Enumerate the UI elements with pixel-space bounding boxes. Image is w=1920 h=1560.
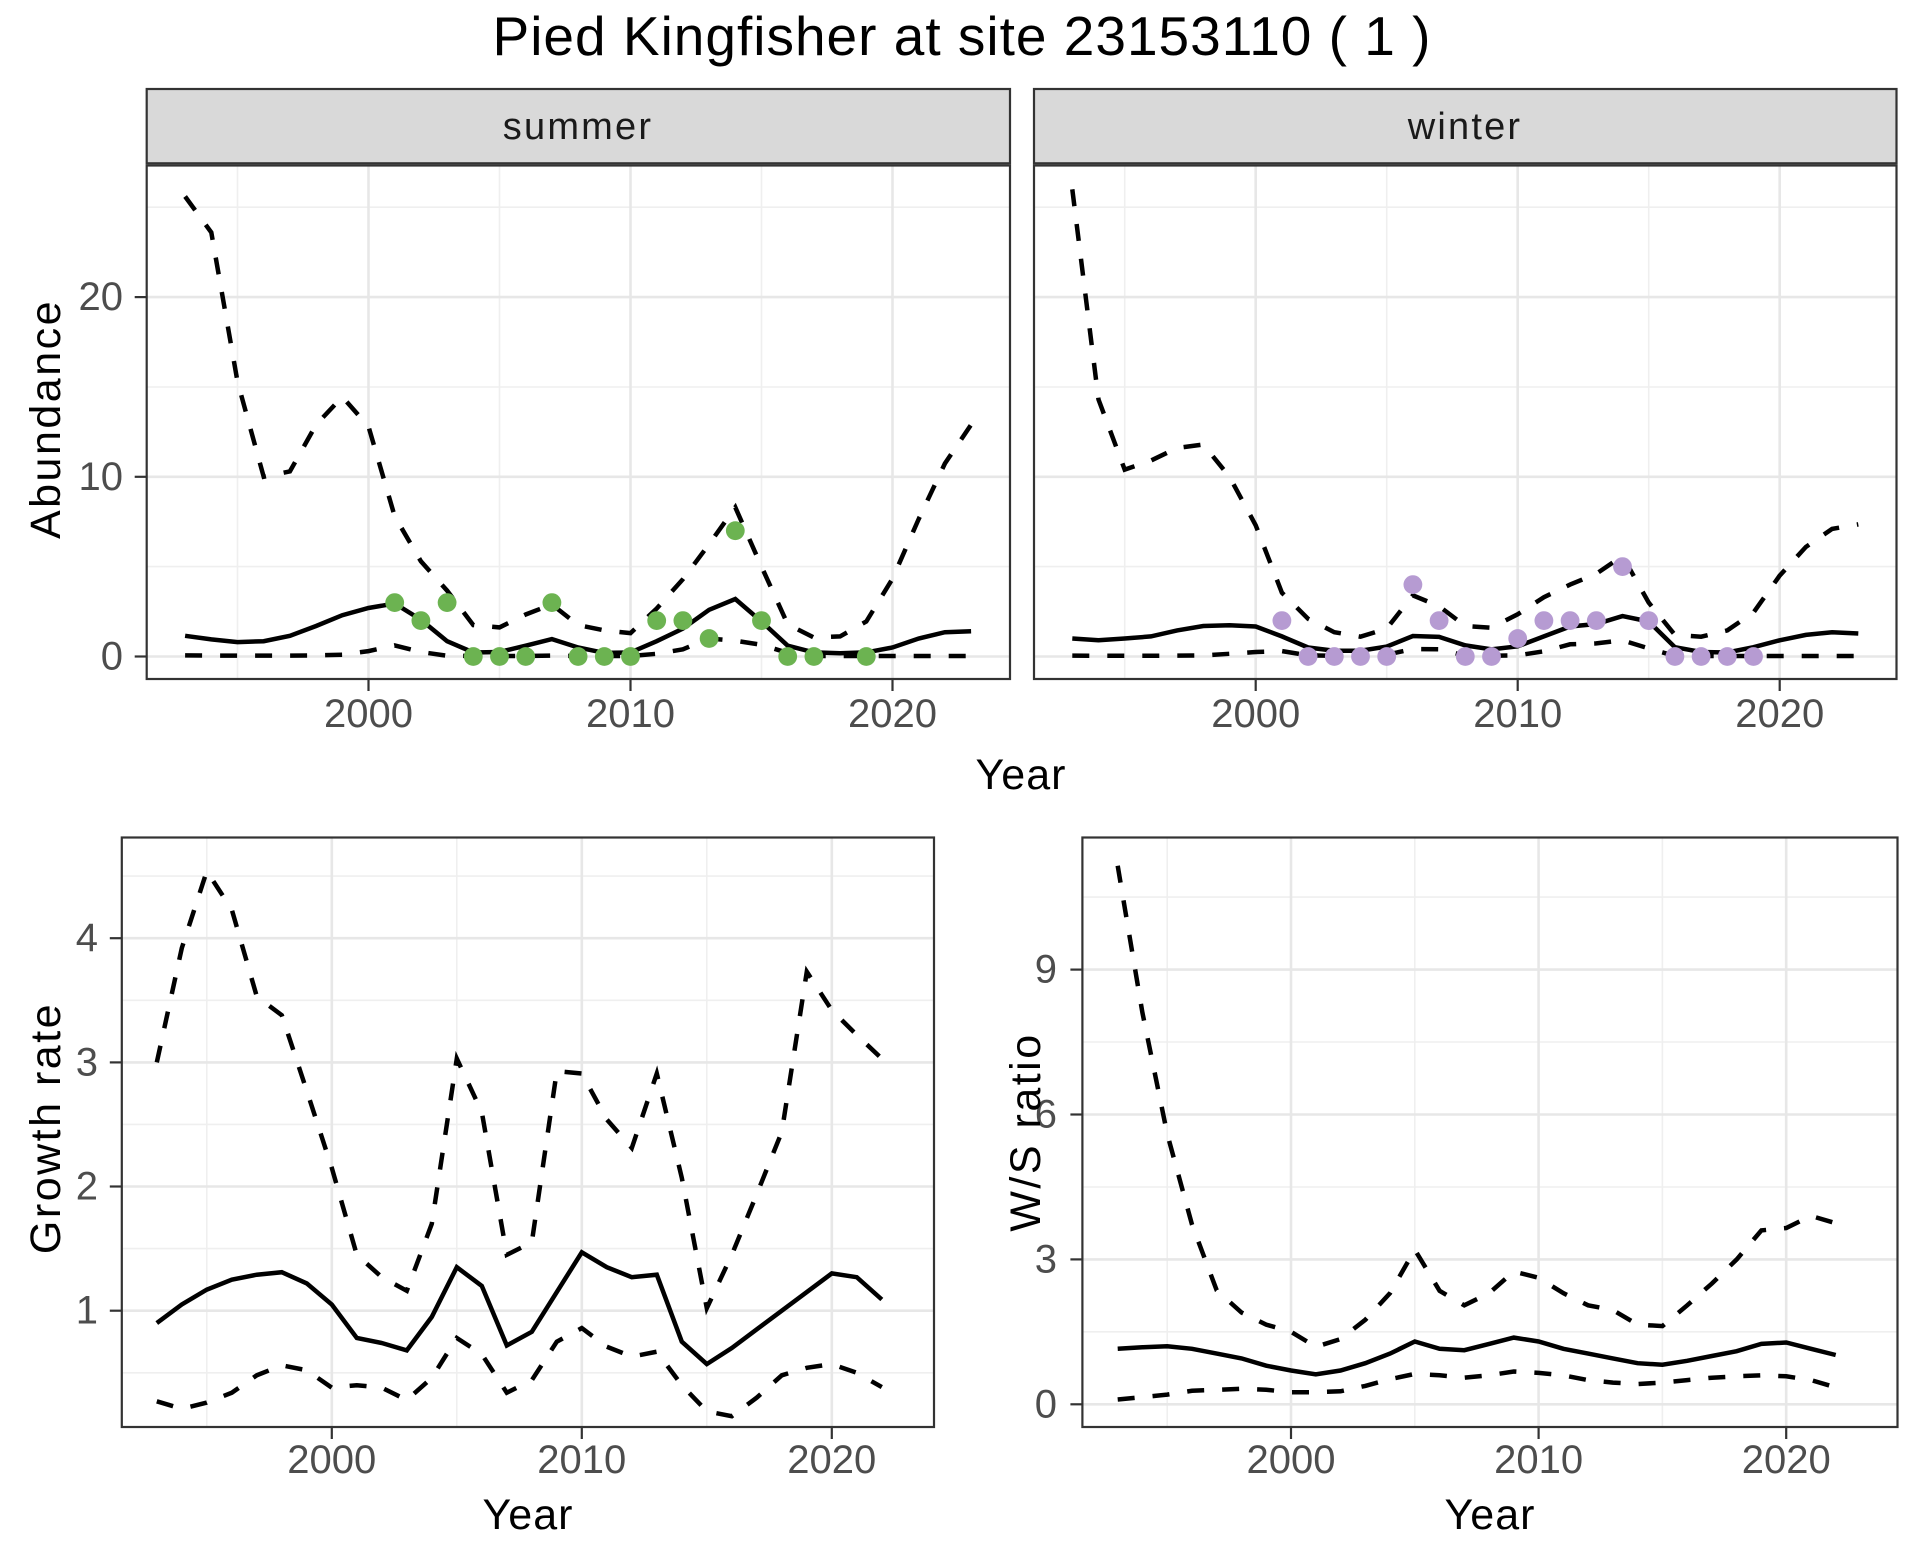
- svg-text:Year: Year: [976, 751, 1067, 799]
- svg-text:2000: 2000: [324, 692, 413, 736]
- svg-text:Year: Year: [1445, 1491, 1536, 1539]
- svg-text:10: 10: [79, 455, 124, 499]
- svg-text:20: 20: [79, 275, 124, 319]
- svg-text:2020: 2020: [848, 692, 937, 736]
- svg-text:2020: 2020: [787, 1438, 876, 1482]
- svg-text:3: 3: [76, 1040, 98, 1084]
- svg-text:2010: 2010: [586, 692, 675, 736]
- svg-text:2000: 2000: [1247, 1438, 1336, 1482]
- svg-text:W/S ratio: W/S ratio: [1002, 1032, 1050, 1231]
- svg-text:0: 0: [101, 635, 123, 679]
- svg-text:summer: summer: [503, 106, 653, 148]
- svg-text:2: 2: [76, 1165, 98, 1209]
- svg-text:2000: 2000: [1211, 692, 1300, 736]
- svg-text:4: 4: [76, 916, 98, 960]
- svg-text:2010: 2010: [1473, 692, 1562, 736]
- svg-text:1: 1: [76, 1289, 98, 1333]
- svg-text:2020: 2020: [1742, 1438, 1831, 1482]
- svg-text:Growth rate: Growth rate: [22, 1002, 70, 1254]
- svg-text:winter: winter: [1407, 106, 1523, 148]
- svg-text:2010: 2010: [1494, 1438, 1583, 1482]
- svg-text:Year: Year: [483, 1491, 574, 1539]
- svg-text:0: 0: [1035, 1382, 1057, 1426]
- svg-text:2010: 2010: [537, 1438, 626, 1482]
- svg-text:Pied Kingfisher at site 231531: Pied Kingfisher at site 23153110 ( 1 ): [493, 5, 1432, 67]
- svg-text:2000: 2000: [287, 1438, 376, 1482]
- svg-text:2020: 2020: [1735, 692, 1824, 736]
- svg-text:6: 6: [1035, 1093, 1057, 1137]
- svg-text:3: 3: [1035, 1237, 1057, 1281]
- svg-text:9: 9: [1035, 948, 1057, 992]
- svg-text:Abundance: Abundance: [22, 299, 70, 539]
